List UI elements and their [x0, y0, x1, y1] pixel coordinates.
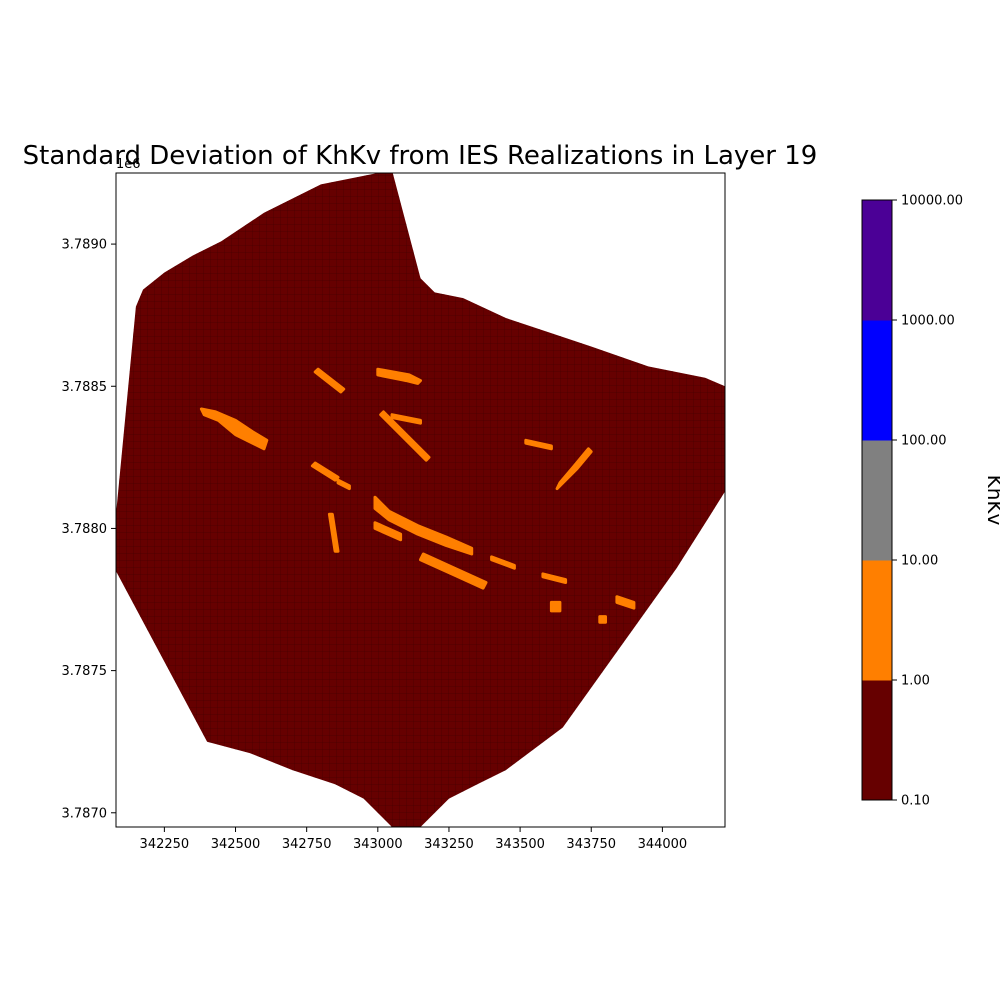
- zone-15: [541, 572, 568, 584]
- x-tick-label: 342750: [282, 837, 332, 852]
- x-tick-label: 344000: [638, 837, 688, 852]
- colorbar-label: KhKv: [983, 475, 1000, 526]
- x-tick-label: 343750: [566, 837, 616, 852]
- zone-14: [490, 555, 516, 570]
- colorbar-tick-label: 100.00: [901, 434, 947, 449]
- zone-16: [549, 600, 562, 613]
- zone-10: [327, 512, 340, 553]
- colorbar-bin: [862, 320, 892, 441]
- chart-title: Standard Deviation of KhKv from IES Real…: [23, 141, 818, 171]
- x-tick-label: 343000: [353, 837, 403, 852]
- colorbar-bin: [862, 440, 892, 561]
- colorbar-tick-label: 10000.00: [901, 194, 963, 209]
- zone-7: [555, 447, 593, 491]
- x-axis: 342250 342500 342750 343000 343250 343500 3437…: [140, 827, 688, 852]
- zone-18: [615, 595, 636, 610]
- y-tick-label: 3.7875: [62, 664, 108, 679]
- colorbar-tick-label: 1000.00: [901, 314, 955, 329]
- zone-2: [313, 367, 346, 394]
- zone-8: [310, 461, 340, 482]
- zone-17: [598, 615, 607, 624]
- zone-4: [379, 410, 431, 462]
- colorbar-bin: [862, 200, 892, 321]
- y-tick-label: 3.7870: [62, 806, 108, 821]
- colorbar-bin: [862, 680, 892, 801]
- y-axis: 3.7870 3.7875 3.7880 3.7885 3.7890: [62, 238, 116, 821]
- x-tick-label: 342250: [140, 837, 190, 852]
- model-mesh-overlay: [116, 173, 725, 827]
- y-tick-label: 3.7880: [62, 522, 108, 537]
- zone-12: [373, 521, 403, 542]
- zone-3: [376, 367, 422, 385]
- x-tick-label: 343500: [495, 837, 545, 852]
- axes-frame: [115, 172, 726, 828]
- x-tick-label: 343250: [424, 837, 474, 852]
- y-offset-text: 1e6: [116, 157, 141, 172]
- zone-1: [199, 407, 269, 451]
- colorbar-bin: [862, 560, 892, 681]
- colorbar-tick-label: 10.00: [901, 554, 938, 569]
- zone-5: [390, 413, 422, 425]
- colorbar: 0.10 1.00 10.00 100.00 1000.00 10000.00: [861, 194, 963, 809]
- y-tick-label: 3.7890: [62, 238, 108, 253]
- zone-11: [373, 495, 474, 556]
- zone-13: [419, 552, 488, 590]
- plot-area: [115, 172, 726, 828]
- colorbar-tick-label: 0.10: [901, 794, 930, 809]
- zone-9: [336, 478, 351, 491]
- y-tick-label: 3.7885: [62, 380, 108, 395]
- colorbar-frame: [861, 199, 893, 801]
- zone-layer: [199, 367, 636, 624]
- colorbar-tick-label: 1.00: [901, 674, 930, 689]
- x-tick-label: 342500: [211, 837, 261, 852]
- zone-6: [524, 438, 553, 451]
